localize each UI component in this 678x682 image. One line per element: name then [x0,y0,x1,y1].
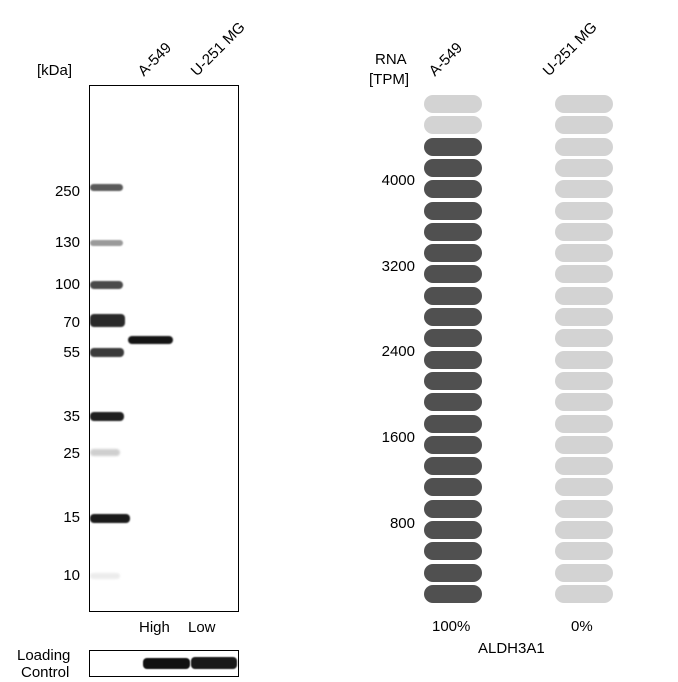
rna-percent-a549: 100% [432,618,471,635]
loading-control-image [89,650,239,677]
loading-band-a549 [143,658,190,669]
rna-segment-u251mg [555,201,613,220]
marker-label-10: 10 [63,567,80,584]
gene-name: ALDH3A1 [478,640,545,657]
ladder-band-250 [90,184,123,191]
ladder-band-25 [90,449,120,456]
rna-segment-u251mg [555,137,613,156]
rna-segment-u251mg [555,478,613,497]
rna-segment-u251mg [555,584,613,603]
rna-segment-u251mg [555,222,613,241]
loading-control-label-line1: Loading [17,647,71,664]
marker-label-35: 35 [63,408,80,425]
rna-segment-u251mg [555,393,613,412]
tpm-tick-800: 800 [389,515,415,532]
loading-control-label-line2: Control [21,664,70,681]
rna-segment-u251mg [555,265,613,284]
rna-segment-u251mg [555,180,613,199]
rna-segment-a549 [424,329,482,348]
ladder-band-55 [90,348,124,357]
loading-band-u251mg [191,657,237,669]
kda-unit-label: [kDa] [37,62,73,79]
lane-label-u251mg: U-251 MG [187,18,249,80]
rna-segment-a549 [424,584,482,603]
rna-segment-a549 [424,158,482,177]
marker-label-25: 25 [63,445,80,462]
marker-label-55: 55 [63,344,80,361]
rna-segment-u251mg [555,308,613,326]
rna-segment-u251mg [555,563,613,582]
rna-segment-u251mg [555,116,613,135]
rna-segment-a549 [424,393,482,412]
western-blot-image [89,85,239,612]
rna-segment-u251mg [555,329,613,348]
rna-cell-line-a549: A-549 [425,39,467,80]
rna-percent-u251mg: 0% [571,618,593,635]
rna-segment-u251mg [555,457,613,476]
rna-segment-a549 [424,116,482,135]
marker-label-70: 70 [63,314,80,331]
rna-header-line2: [TPM] [369,71,409,88]
rna-segment-a549 [424,137,482,156]
rna-segment-a549 [424,542,482,561]
tpm-tick-2400: 2400 [381,343,415,360]
rna-segment-u251mg [555,95,613,113]
rna-segment-a549 [424,244,482,263]
rna-segment-a549 [424,180,482,199]
tpm-tick-1600: 1600 [381,429,415,446]
marker-label-250: 250 [54,183,80,200]
ladder-band-100 [90,281,123,289]
rna-segment-a549 [424,563,482,582]
marker-label-100: 100 [54,276,80,293]
ladder-band-10 [90,573,120,579]
rna-header-line1: RNA [375,51,407,68]
rna-segment-a549 [424,201,482,220]
marker-label-130: 130 [54,234,80,251]
rna-segment-u251mg [555,286,613,305]
rna-segment-u251mg [555,542,613,561]
rna-segment-a549 [424,371,482,390]
rna-segment-a549 [424,478,482,497]
rna-segment-a549 [424,435,482,454]
ladder-band-70 [90,314,125,327]
rna-segment-a549 [424,286,482,305]
expression-label-low: Low [188,619,216,636]
expression-label-high: High [139,619,170,636]
rna-segment-u251mg [555,499,613,518]
rna-cell-line-u251mg: U-251 MG [539,18,601,80]
ladder-band-35 [90,412,124,421]
rna-segment-a549 [424,308,482,326]
ladder-band-130 [90,240,123,246]
lane-label-a549: A-549 [134,39,176,80]
rna-segment-u251mg [555,435,613,454]
rna-segment-u251mg [555,350,613,369]
rna-segment-u251mg [555,371,613,390]
tpm-tick-4000: 4000 [381,172,415,189]
tpm-tick-3200: 3200 [381,258,415,275]
ladder-band-15 [90,514,130,523]
sample-band-a549 [128,336,173,344]
rna-segment-a549 [424,521,482,539]
rna-segment-a549 [424,265,482,284]
rna-segment-a549 [424,457,482,476]
rna-segment-u251mg [555,158,613,177]
rna-segment-a549 [424,499,482,518]
marker-label-15: 15 [63,509,80,526]
rna-segment-u251mg [555,414,613,433]
rna-segment-a549 [424,222,482,241]
rna-segment-a549 [424,95,482,113]
rna-segment-u251mg [555,244,613,263]
rna-segment-u251mg [555,521,613,539]
rna-segment-a549 [424,350,482,369]
rna-segment-a549 [424,414,482,433]
